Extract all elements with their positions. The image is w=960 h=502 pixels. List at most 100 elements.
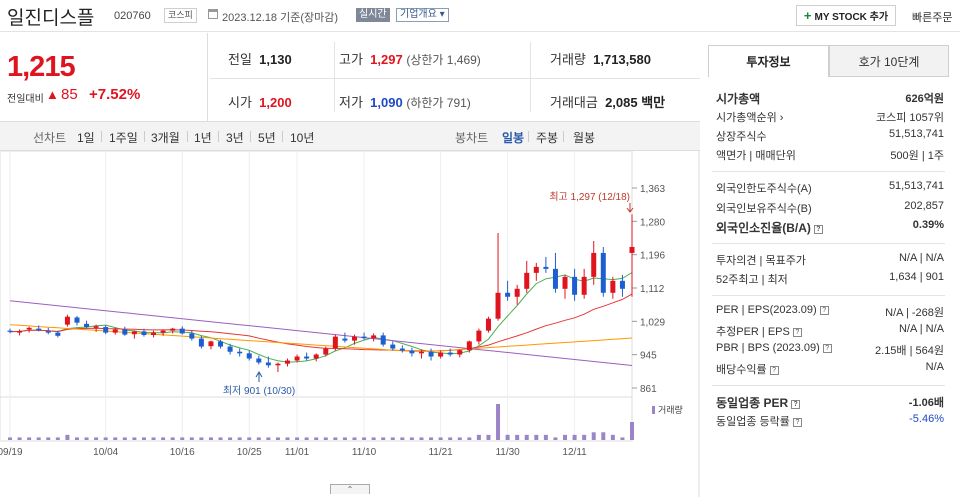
- change-amount: 85: [61, 86, 78, 103]
- volume-bar: [8, 437, 12, 440]
- row-market-cap-rank: 시가총액순위 › 코스피 1057위: [716, 112, 944, 124]
- volume-bar: [371, 437, 376, 440]
- quick-order-button[interactable]: 빠른주문: [912, 12, 953, 24]
- row-est-per-eps: 추정PER | EPS? N/A | N/A: [716, 323, 944, 338]
- help-icon[interactable]: ?: [819, 306, 829, 315]
- chart-range-bar: 선차트 1일 1주일 3개월 1년 3년 5년 10년 봉차트 일봉 주봉 월봉: [0, 121, 700, 151]
- range-1y[interactable]: 1년: [194, 131, 212, 145]
- high-annotation: 최고 1,297 (12/18): [549, 191, 630, 203]
- volume-bar: [295, 437, 300, 440]
- candle-body: [74, 317, 80, 323]
- x-tick-label: 10/16: [170, 447, 195, 458]
- low-arrow-icon: [255, 371, 263, 382]
- high-price: 고가 1,297 (상한가 1,469): [339, 52, 481, 67]
- candle-weekly[interactable]: 주봉: [536, 131, 559, 145]
- candle-body: [93, 326, 99, 328]
- volume-bar: [247, 437, 252, 440]
- volume-bar: [323, 437, 328, 440]
- range-3m[interactable]: 3개월: [151, 131, 180, 145]
- candle-body: [45, 331, 51, 333]
- candle-body: [55, 332, 61, 336]
- candle-body: [447, 352, 453, 355]
- realtime-button[interactable]: 실시간: [356, 8, 390, 22]
- volume-bar: [237, 437, 242, 440]
- range-1w[interactable]: 1주일: [109, 131, 138, 145]
- volume-bar: [620, 437, 625, 440]
- candle-body: [457, 350, 463, 355]
- volume-bar: [572, 434, 577, 440]
- candle-body: [275, 363, 281, 366]
- divider: [530, 42, 531, 112]
- volume-bar: [161, 437, 166, 440]
- volume-bar: [448, 437, 453, 440]
- row-par-value: 액면가 | 매매단위 500원 | 1주: [716, 150, 944, 162]
- range-3y[interactable]: 3년: [226, 131, 244, 145]
- volume-bar: [141, 437, 146, 440]
- volume-bar: [610, 434, 615, 440]
- x-tick-label: 10/04: [93, 447, 118, 458]
- candle-body: [294, 356, 300, 361]
- candle-daily[interactable]: 일봉: [502, 131, 525, 145]
- candle-body: [428, 351, 434, 357]
- volume-bar: [170, 437, 175, 440]
- price-box: 1,215 전일대비 ▲ 85 +7.52%: [0, 33, 208, 121]
- row-pbr-bps: PBR | BPS (2023.09)? 2.15배 | 564원: [716, 342, 944, 357]
- candle-body: [505, 292, 511, 297]
- row-opinion-target: 투자의견 | 목표주가 N/A | N/A: [716, 252, 944, 267]
- candle-body: [198, 338, 204, 347]
- y-tick-label: 1,196: [640, 251, 665, 262]
- x-tick-label: 12/11: [562, 447, 587, 458]
- volume-bar: [65, 434, 70, 440]
- price-chart[interactable]: 1,363 1,280 1,196 1,112 1,029 945 861 09/19 10/0…: [0, 150, 700, 497]
- range-10y[interactable]: 10년: [290, 131, 315, 145]
- market-badge: 코스피: [164, 8, 197, 23]
- help-icon[interactable]: ?: [792, 328, 802, 337]
- current-price: 1,215: [7, 51, 76, 83]
- range-5y[interactable]: 5년: [258, 131, 276, 145]
- candle-body: [122, 329, 128, 335]
- candle-body: [208, 341, 214, 347]
- y-tick-label: 1,280: [640, 217, 665, 228]
- volume-bar: [228, 437, 233, 440]
- volume-bar: [285, 437, 290, 440]
- candle-monthly[interactable]: 월봉: [573, 131, 596, 145]
- chart-expand-handle[interactable]: ⌃: [330, 484, 370, 494]
- candle-body: [160, 330, 166, 333]
- candle-body: [591, 252, 597, 277]
- candle-body: [524, 272, 530, 289]
- volume-bar: [352, 437, 357, 440]
- help-icon[interactable]: ?: [822, 344, 832, 353]
- x-tick-label: 11/10: [352, 447, 377, 458]
- candle-body: [514, 288, 520, 297]
- candle-body: [361, 336, 367, 339]
- range-1d[interactable]: 1일: [77, 131, 95, 145]
- company-info-dropdown[interactable]: 기업개요 ▾: [396, 8, 449, 22]
- tab-orderbook[interactable]: 호가 10단계: [829, 45, 949, 77]
- candle-body: [466, 341, 472, 351]
- change-percent: +7.52%: [89, 86, 141, 103]
- help-icon[interactable]: ?: [769, 366, 779, 375]
- my-stock-label: MY STOCK 추가: [814, 12, 889, 23]
- volume-bar: [304, 437, 309, 440]
- candle-body: [36, 328, 42, 331]
- volume-bar: [438, 437, 443, 440]
- prev-close: 전일 1,130: [228, 52, 292, 67]
- up-arrow-icon: ▲: [46, 87, 59, 102]
- volume-bar: [362, 437, 367, 440]
- y-tick-label: 1,112: [640, 284, 665, 295]
- y-tick-label: 1,363: [640, 184, 665, 195]
- high-arrow-icon: [626, 203, 634, 213]
- help-icon[interactable]: ?: [792, 418, 802, 427]
- row-foreign-ratio: 외국인소진율(B/A)? 0.39%: [716, 219, 944, 235]
- volume-bar: [543, 434, 548, 440]
- help-icon[interactable]: ?: [813, 225, 823, 234]
- volume-bar: [630, 422, 634, 440]
- divider: [334, 42, 335, 112]
- volume-bar: [553, 437, 558, 440]
- tab-investment-info[interactable]: 투자정보: [708, 45, 829, 77]
- my-stock-add-button[interactable]: + MY STOCK 추가: [796, 5, 896, 26]
- volume-legend-swatch: [652, 406, 655, 414]
- help-icon[interactable]: ?: [791, 400, 801, 409]
- candle-chart-label: 봉차트: [455, 131, 489, 145]
- x-tick-label: 11/01: [285, 447, 310, 458]
